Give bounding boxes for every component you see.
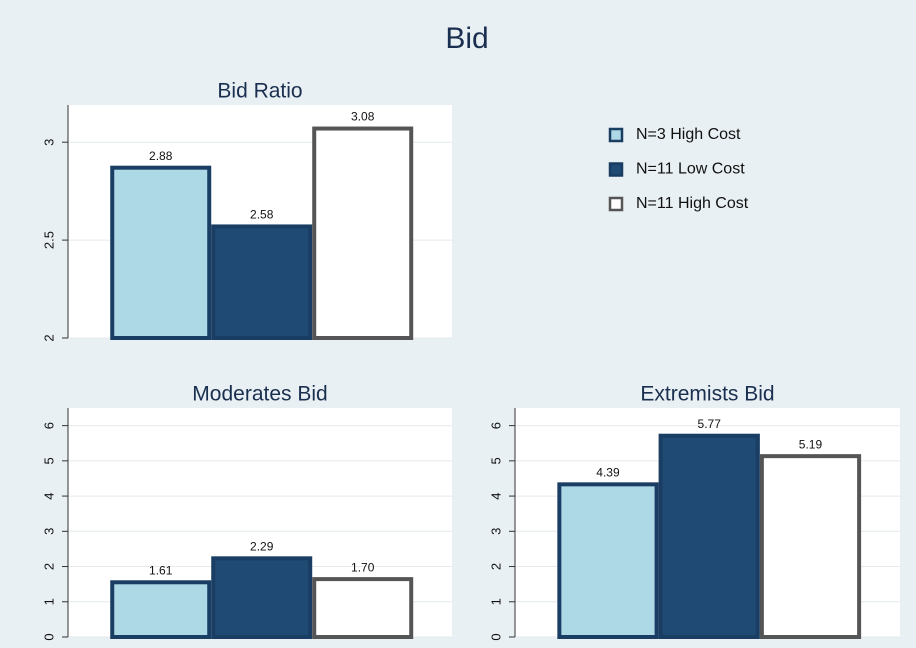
y-tick-label: 3 [488, 528, 503, 535]
y-tick-label: 5 [41, 457, 56, 464]
value-label: 1.61 [149, 563, 173, 577]
bar [110, 580, 212, 639]
value-label: 5.77 [698, 417, 722, 431]
y-tick-label: 3 [41, 139, 56, 146]
bar [211, 556, 313, 639]
value-label: 3.08 [351, 110, 375, 124]
bar [557, 482, 659, 639]
value-label: 5.19 [799, 437, 823, 451]
y-tick-label: 3 [41, 528, 56, 535]
value-label: 2.88 [149, 149, 173, 163]
bar [312, 126, 414, 340]
value-label: 2.58 [250, 208, 274, 222]
y-tick-label: 4 [41, 492, 56, 499]
value-label: 2.29 [250, 539, 274, 553]
legend-label: N=3 High Cost [636, 126, 741, 143]
y-tick-label: 0 [41, 633, 56, 640]
bar [759, 454, 862, 639]
y-tick-label: 2 [41, 563, 56, 570]
y-tick-label: 1 [41, 598, 56, 605]
figure-title: Bid [445, 22, 488, 55]
bar [658, 433, 760, 640]
legend-label: N=11 High Cost [636, 195, 749, 212]
bar [110, 165, 212, 340]
legend-swatch [608, 162, 624, 177]
y-tick-label: 4 [488, 492, 503, 499]
y-tick-label: 2.5 [41, 231, 56, 249]
y-tick-label: 6 [41, 422, 56, 429]
chart-title: Extremists Bid [640, 383, 774, 406]
legend-swatch [608, 196, 624, 212]
y-tick-label: 0 [488, 633, 503, 640]
y-tick-label: 2 [488, 563, 503, 570]
chart-title: Bid Ratio [217, 80, 302, 103]
y-tick-label: 1 [488, 598, 503, 605]
bar [312, 577, 414, 639]
bar [211, 224, 313, 341]
legend-swatch [608, 127, 624, 143]
legend-label: N=11 Low Cost [636, 161, 745, 178]
y-tick-label: 2 [41, 334, 56, 341]
value-label: 4.39 [596, 466, 620, 480]
y-tick-label: 6 [488, 422, 503, 429]
chart-title: Moderates Bid [192, 383, 327, 406]
value-label: 1.70 [351, 560, 375, 574]
y-tick-label: 5 [488, 457, 503, 464]
